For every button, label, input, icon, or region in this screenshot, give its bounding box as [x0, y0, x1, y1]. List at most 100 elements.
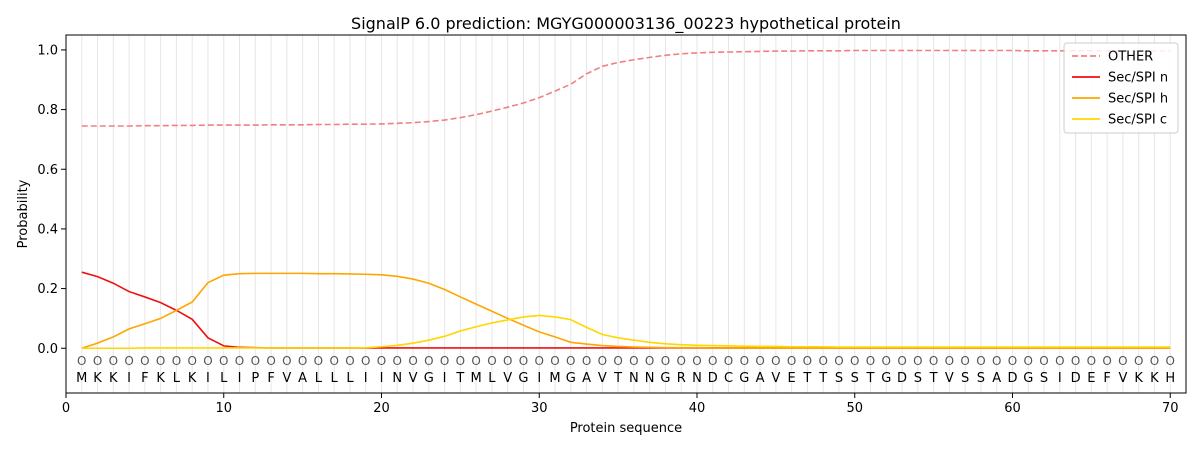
x-axis-label: Protein sequence [570, 421, 682, 436]
annotation-marker: O [708, 354, 717, 368]
annotation-marker: O [740, 354, 749, 368]
residue-label: G [660, 371, 670, 386]
annotation-marker: O [582, 354, 591, 368]
residue-label: V [409, 371, 418, 386]
residue-label: T [818, 371, 827, 386]
annotation-marker: O [172, 354, 181, 368]
residue-label: I [238, 371, 242, 386]
x-tick-label: 10 [215, 401, 232, 416]
x-tick-label: 0 [62, 401, 70, 416]
residue-label: G [881, 371, 891, 386]
x-tick-label: 60 [1004, 401, 1021, 416]
annotation-marker: O [345, 354, 354, 368]
annotation-marker: O [1024, 354, 1033, 368]
residue-label: D [897, 371, 907, 386]
series-line-2 [81, 272, 1171, 350]
residue-label: E [788, 371, 796, 386]
residue-label: N [392, 371, 402, 386]
annotation-marker: O [976, 354, 985, 368]
annotation-marker: O [992, 354, 1001, 368]
legend: OTHER Sec/SPI n Sec/SPI h Sec/SPI c [1063, 42, 1179, 134]
annotation-marker: O [692, 354, 701, 368]
x-tick-label: 70 [1162, 401, 1179, 416]
series-line-0 [81, 49, 1171, 127]
annotation-marker: O [109, 354, 118, 368]
residue-label: A [582, 371, 591, 386]
y-tick-label: 0.8 [37, 103, 58, 118]
residue-label: T [613, 371, 622, 386]
annotation-marker: O [156, 354, 165, 368]
y-tick-label: 0.6 [37, 163, 58, 178]
legend-label: Sec/SPI n [1108, 71, 1168, 86]
annotation-marker: O [1165, 354, 1174, 368]
annotation-marker: O [1055, 354, 1064, 368]
y-tick-label: 1.0 [37, 43, 58, 58]
series-layer [81, 49, 1171, 350]
sequence-labels: OMOKOKOIOFOKOLOKOIOLOIOPOFOVOAOLOLOLOIOI… [76, 354, 1175, 386]
residue-label: K [1150, 371, 1159, 386]
residue-label: F [267, 371, 274, 386]
annotation-marker: O [535, 354, 544, 368]
plot-frame [65, 34, 1187, 394]
residue-label: L [315, 371, 323, 386]
residue-label: K [156, 371, 165, 386]
y-axis: 0.0 0.2 0.4 0.6 0.8 1.0 [37, 43, 66, 357]
annotation-marker: O [550, 354, 559, 368]
residue-label: E [1087, 371, 1095, 386]
annotation-marker: O [613, 354, 622, 368]
annotation-marker: O [1102, 354, 1111, 368]
x-axis: 0 10 20 30 40 50 60 70 [62, 393, 1179, 416]
residue-label: L [173, 371, 181, 386]
annotation-marker: O [1134, 354, 1143, 368]
residue-label: H [1165, 371, 1175, 386]
annotation-marker: O [440, 354, 449, 368]
residue-label: K [188, 371, 197, 386]
legend-label: Sec/SPI c [1108, 113, 1167, 128]
residue-label: V [1118, 371, 1127, 386]
annotation-marker: O [203, 354, 212, 368]
residue-label: I [127, 371, 131, 386]
residue-label: M [76, 371, 87, 386]
residue-label: G [424, 371, 434, 386]
y-tick-label: 0.2 [37, 282, 58, 297]
annotation-marker: O [314, 354, 323, 368]
residue-label: L [346, 371, 354, 386]
annotation-marker: O [235, 354, 244, 368]
residue-label: K [1134, 371, 1143, 386]
y-axis-label: Probability [16, 179, 31, 248]
x-tick-label: 30 [531, 401, 548, 416]
annotation-marker: O [266, 354, 275, 368]
chart-title: SignalP 6.0 prediction: MGYG000003136_00… [351, 14, 901, 34]
residue-label: S [914, 371, 922, 386]
annotation-marker: O [187, 354, 196, 368]
residue-label: A [298, 371, 307, 386]
annotation-marker: O [945, 354, 954, 368]
y-tick-label: 0.0 [37, 342, 58, 357]
annotation-marker: O [1118, 354, 1127, 368]
residue-label: I [364, 371, 368, 386]
residue-label: A [756, 371, 765, 386]
annotation-marker: O [298, 354, 307, 368]
residue-label: M [471, 371, 482, 386]
x-tick-label: 40 [689, 401, 706, 416]
annotation-marker: O [897, 354, 906, 368]
annotation-marker: O [124, 354, 133, 368]
annotation-marker: O [1071, 354, 1080, 368]
annotation-marker: O [566, 354, 575, 368]
annotation-marker: O [771, 354, 780, 368]
series-line-1 [81, 271, 1171, 349]
annotation-marker: O [913, 354, 922, 368]
annotation-marker: O [424, 354, 433, 368]
residue-label: V [282, 371, 291, 386]
annotation-marker: O [1150, 354, 1159, 368]
residue-label: K [109, 371, 118, 386]
annotation-marker: O [787, 354, 796, 368]
annotation-marker: O [93, 354, 102, 368]
legend-box [1063, 42, 1179, 134]
residue-label: I [1058, 371, 1062, 386]
residue-label: L [488, 371, 496, 386]
residue-label: S [851, 371, 859, 386]
annotation-marker: O [456, 354, 465, 368]
residue-label: D [1007, 371, 1017, 386]
residue-label: V [945, 371, 954, 386]
